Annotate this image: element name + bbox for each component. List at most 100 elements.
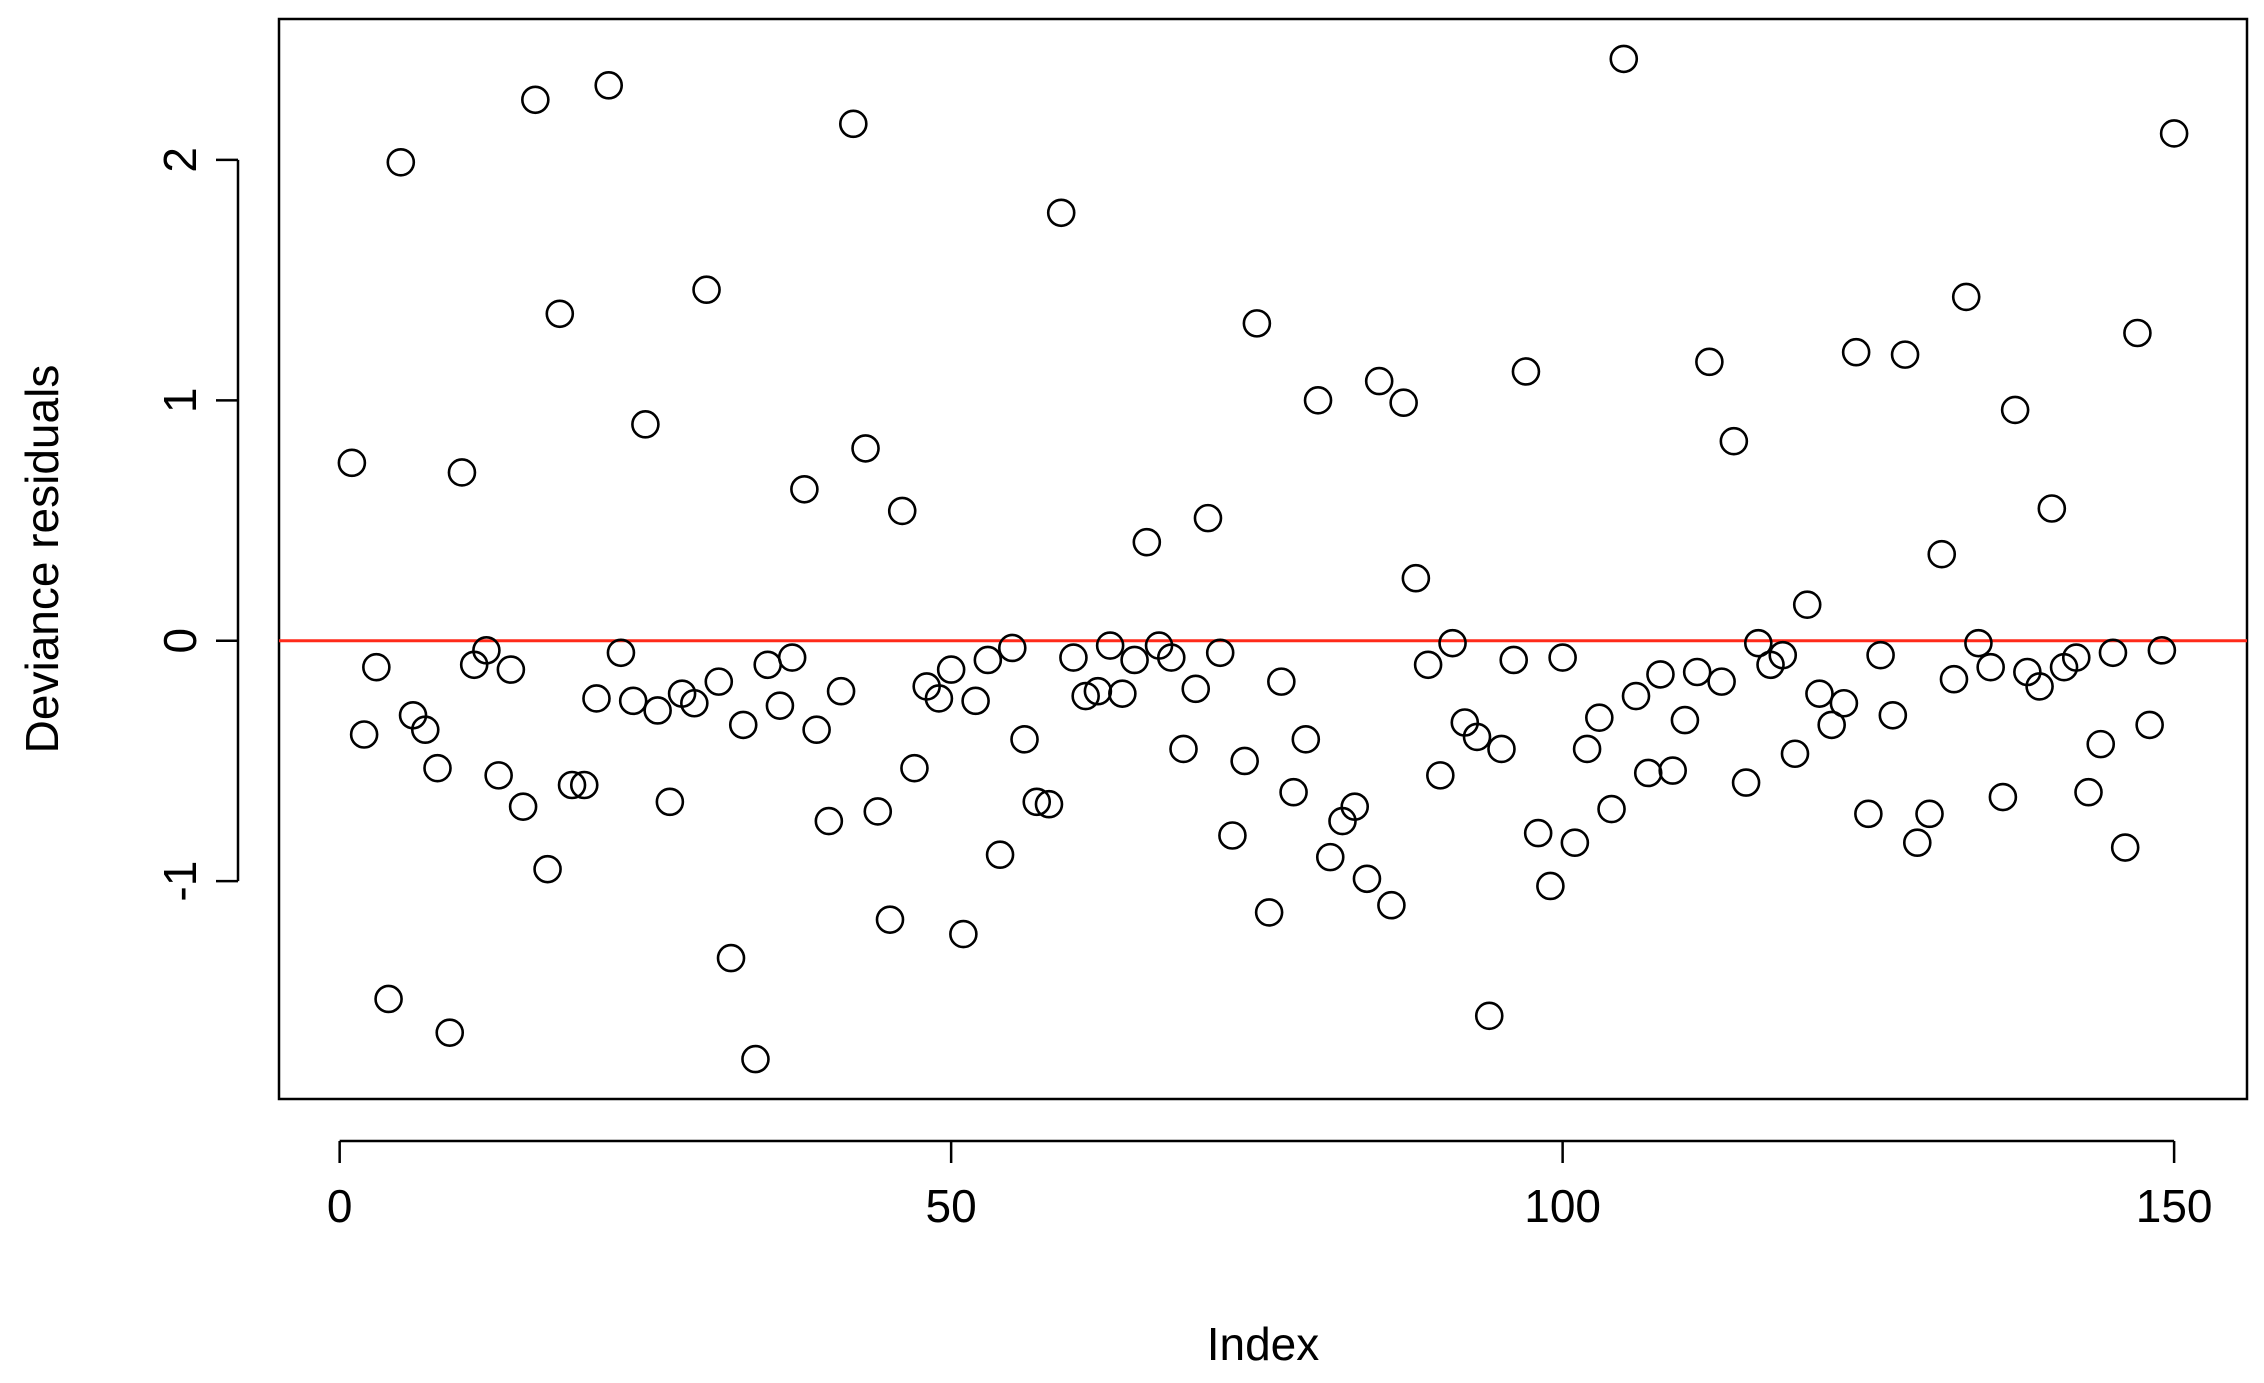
point — [753, 650, 782, 680]
point — [1267, 667, 1296, 696]
point — [1511, 357, 1541, 386]
point — [2000, 395, 2030, 425]
point — [839, 109, 868, 139]
point — [887, 496, 917, 526]
point — [863, 797, 893, 826]
x-tick-label: 100 — [1524, 1180, 1601, 1232]
y-tick-label: 1 — [154, 388, 206, 414]
point — [1315, 842, 1345, 872]
point — [643, 696, 672, 725]
point — [1719, 426, 1749, 456]
point — [1902, 828, 1932, 858]
point — [2074, 777, 2103, 807]
point — [349, 720, 379, 749]
point — [1572, 734, 1602, 764]
point — [362, 652, 391, 682]
point — [1303, 386, 1333, 415]
point — [1780, 739, 1810, 769]
point — [1866, 640, 1895, 670]
y-axis-label: Deviance residuals — [16, 365, 68, 754]
point — [386, 147, 416, 177]
point — [594, 71, 624, 100]
point — [2037, 494, 2067, 523]
point — [1988, 782, 2018, 812]
point — [1609, 44, 1639, 74]
point — [973, 645, 1003, 675]
point — [606, 638, 636, 668]
point — [2061, 643, 2091, 672]
point — [704, 667, 734, 696]
point — [2123, 318, 2152, 348]
point — [692, 275, 721, 305]
point — [1132, 527, 1162, 557]
point — [521, 85, 550, 115]
point — [1731, 768, 1761, 797]
point — [2159, 119, 2189, 148]
point — [1682, 657, 1712, 687]
point — [1169, 734, 1198, 764]
point — [936, 655, 966, 684]
point — [2110, 833, 2140, 862]
point — [582, 684, 611, 713]
point — [618, 686, 648, 716]
point — [655, 787, 685, 817]
point — [875, 905, 905, 934]
point — [2086, 729, 2116, 759]
point — [1829, 688, 1859, 718]
point — [2147, 636, 2177, 665]
point — [1181, 674, 1211, 704]
x-tick-label: 150 — [2136, 1180, 2213, 1232]
point — [961, 686, 990, 716]
point — [814, 806, 844, 836]
point — [1230, 746, 1259, 776]
point — [1670, 705, 1700, 735]
point — [1218, 821, 1247, 850]
point — [1646, 660, 1675, 689]
point — [631, 410, 660, 439]
point — [790, 474, 819, 504]
point — [1279, 777, 1308, 807]
point — [2135, 710, 2164, 740]
point — [802, 715, 831, 745]
point — [1695, 347, 1724, 377]
x-axis-label: Index — [1207, 1318, 1320, 1370]
point — [1976, 652, 2005, 682]
point — [1120, 645, 1149, 675]
point — [1389, 388, 1418, 418]
point — [728, 710, 758, 740]
point — [1805, 679, 1834, 708]
point — [1377, 890, 1406, 920]
point — [949, 919, 978, 949]
point — [2025, 672, 2054, 701]
point — [851, 434, 880, 463]
point — [374, 984, 403, 1014]
point — [1364, 366, 1394, 396]
point — [1401, 563, 1431, 593]
point — [1499, 645, 1529, 675]
point — [2098, 638, 2128, 668]
point — [1095, 631, 1125, 660]
point — [1927, 539, 1957, 569]
y-tick-label: -1 — [154, 861, 206, 902]
point — [1438, 628, 1467, 658]
point — [484, 761, 513, 790]
x-tick-label: 0 — [327, 1180, 353, 1232]
point — [496, 655, 526, 684]
point — [1548, 643, 1577, 672]
point — [1768, 640, 1798, 670]
point — [1108, 679, 1137, 708]
point — [1621, 681, 1651, 711]
point — [741, 1044, 770, 1074]
point — [557, 770, 587, 800]
point — [1071, 681, 1100, 711]
point — [900, 753, 929, 783]
point — [1854, 799, 1883, 829]
point — [777, 643, 807, 672]
y-tick-label: 0 — [154, 628, 206, 654]
point — [1059, 643, 1088, 672]
point — [1046, 198, 1076, 228]
point — [472, 636, 501, 665]
point — [447, 458, 477, 487]
point — [508, 792, 538, 821]
